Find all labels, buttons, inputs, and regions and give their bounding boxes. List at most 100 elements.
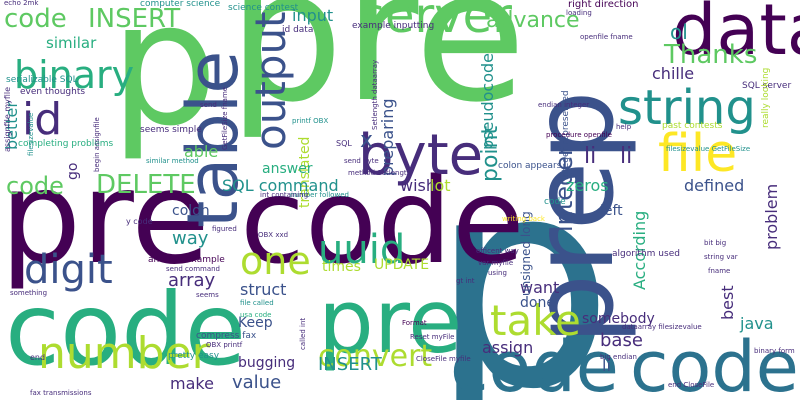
word-cloud-word: struct — [240, 280, 287, 299]
word-cloud-word: big endian — [600, 353, 637, 361]
word-cloud-word: pseudocode — [478, 52, 497, 150]
word-cloud-word: figured — [212, 225, 237, 233]
word-cloud-word: number — [38, 328, 210, 379]
word-cloud-word: answer — [262, 161, 313, 177]
word-cloud-word: best — [718, 285, 737, 320]
word-cloud-word: computer science — [140, 0, 221, 9]
word-cloud-word: compress fax — [196, 331, 257, 341]
word-cloud-word: method Setlength — [348, 169, 412, 177]
word-cloud-word: Thanks — [664, 40, 758, 70]
word-cloud-word: array — [168, 270, 216, 291]
word-cloud-word: preparing — [378, 98, 397, 176]
word-cloud-word: past contests — [662, 121, 723, 131]
word-cloud-word: code — [630, 326, 799, 400]
word-cloud-word: similar method — [146, 157, 199, 165]
word-cloud-word: Format — [402, 319, 427, 327]
word-cloud-word: serializable SQL — [6, 75, 78, 85]
word-cloud-word: uuid — [318, 227, 406, 273]
word-cloud-word: wish — [400, 176, 437, 195]
word-cloud-word: digit — [24, 247, 113, 293]
word-cloud-word: science contest — [228, 3, 299, 13]
word-cloud-word: string — [618, 80, 756, 136]
word-cloud-word: INSERT — [318, 354, 382, 375]
word-cloud-word: times — [322, 259, 361, 275]
word-cloud-word: algorithm used — [612, 249, 680, 259]
word-cloud-word: left — [600, 203, 623, 219]
word-cloud-word: p — [430, 116, 615, 400]
word-cloud-word: code — [6, 172, 64, 200]
word-cloud-word: pre — [0, 144, 210, 293]
word-cloud-word: defined — [684, 176, 745, 195]
word-cloud-word: help — [616, 123, 632, 131]
word-cloud-word: Reset myFile — [410, 333, 455, 341]
word-cloud-word: make — [170, 374, 214, 393]
word-cloud-word: openfile fname — [580, 33, 633, 41]
word-cloud-word: able — [184, 142, 219, 161]
word-cloud-word: usa code — [240, 311, 272, 319]
word-cloud-word: done — [520, 295, 555, 311]
word-cloud-word: begin assignfile — [93, 117, 101, 172]
word-cloud-word: CloseFile myfile — [416, 355, 471, 363]
word-cloud-word: li — [584, 144, 597, 169]
word-cloud-word: way — [172, 228, 209, 249]
word-cloud-word: string var — [704, 253, 738, 261]
word-cloud-word: java — [740, 314, 774, 333]
word-cloud-word: even thoughts — [20, 87, 86, 97]
word-cloud-word: pretty easy — [168, 351, 220, 361]
word-cloud-word: zeros — [566, 176, 609, 195]
word-cloud-word: number followed — [290, 191, 349, 199]
word-cloud-word: x — [360, 128, 374, 153]
word-cloud-word: filesizevalue — [27, 112, 35, 156]
word-cloud-word: li — [620, 144, 633, 169]
word-cloud-word: printf OBX — [292, 117, 329, 125]
word-cloud-word: Setlength dataarray — [371, 59, 379, 130]
word-cloud-word: gt int — [456, 277, 475, 285]
word-cloud-word: go — [65, 162, 81, 180]
word-cloud-word: similar — [46, 34, 97, 52]
word-cloud-word: INSERT — [88, 4, 181, 34]
word-cloud-word: assign — [482, 338, 534, 357]
word-cloud-word: server — [360, 0, 512, 44]
word-cloud-word: table — [172, 50, 254, 228]
word-cloud-word: data — [672, 0, 800, 71]
word-cloud-word: int containing — [260, 191, 309, 199]
word-cloud-word: fname — [708, 267, 731, 275]
word-cloud-word: id data — [282, 25, 314, 35]
word-cloud-word: OBX printf — [206, 341, 243, 349]
word-cloud-word: send — [200, 101, 217, 109]
word-cloud-word: UPDATE — [374, 257, 430, 273]
word-cloud-word: li — [602, 356, 611, 375]
word-cloud-word: efficent way — [476, 247, 519, 255]
word-cloud-word: OBX xxd — [258, 231, 289, 239]
word-cloud-word: Keep — [238, 315, 273, 331]
word-cloud-word: want — [520, 278, 560, 297]
word-cloud-word: DELETE — [96, 170, 196, 200]
word-cloud-word: chille — [652, 64, 695, 83]
word-cloud-word: var myfile — [478, 259, 514, 267]
word-cloud-word: filesizevalue GetFileSize — [666, 145, 751, 153]
word-cloud-word: file — [658, 124, 738, 184]
word-cloud-word: value — [232, 372, 282, 393]
word-cloud-word: id — [22, 94, 63, 145]
word-cloud-word: advance — [486, 8, 580, 33]
word-cloud-word: pre — [228, 0, 527, 142]
word-cloud-word: dataarray filesizevalue — [622, 323, 702, 331]
word-cloud-word: really looking — [761, 67, 771, 128]
word-cloud-word: loading — [566, 9, 592, 17]
word-cloud-word: end CloseFile — [668, 381, 715, 389]
word-cloud-word: fax transmissions — [30, 389, 92, 397]
word-cloud-word: SQL command — [222, 176, 339, 195]
word-cloud-word: problem — [762, 183, 781, 250]
word-cloud-word: binary form — [754, 347, 795, 355]
word-cloud-word: echo 2mk — [4, 0, 39, 7]
word-cloud-word: take — [490, 296, 581, 345]
word-cloud-word: right direction — [568, 0, 639, 10]
word-cloud-word: assignfile myfile — [3, 86, 12, 152]
word-cloud-word: one — [240, 239, 311, 283]
word-cloud-word: called int — [299, 317, 307, 350]
word-cloud-word: procedure openfile — [546, 131, 612, 139]
word-cloud-word: colon — [172, 203, 210, 219]
word-cloud-word: input — [292, 6, 334, 25]
word-cloud-word: GetFileSize fname — [221, 86, 229, 150]
